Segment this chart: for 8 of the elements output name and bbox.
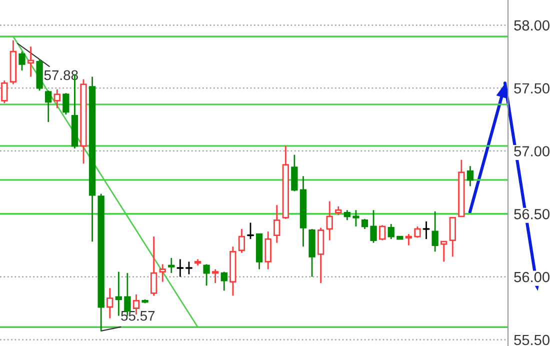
- y-tick-label: 56.50: [514, 208, 550, 220]
- y-tick-label: 58.00: [514, 20, 550, 31]
- annotation: 57.88: [44, 70, 78, 80]
- y-tick-label: 57.50: [514, 83, 550, 94]
- y-tick-label: 56.00: [514, 272, 550, 282]
- y-tick-label: 57.00: [514, 146, 550, 156]
- y-tick-label: 55.50: [514, 334, 550, 346]
- annotation: 55.57: [121, 311, 155, 321]
